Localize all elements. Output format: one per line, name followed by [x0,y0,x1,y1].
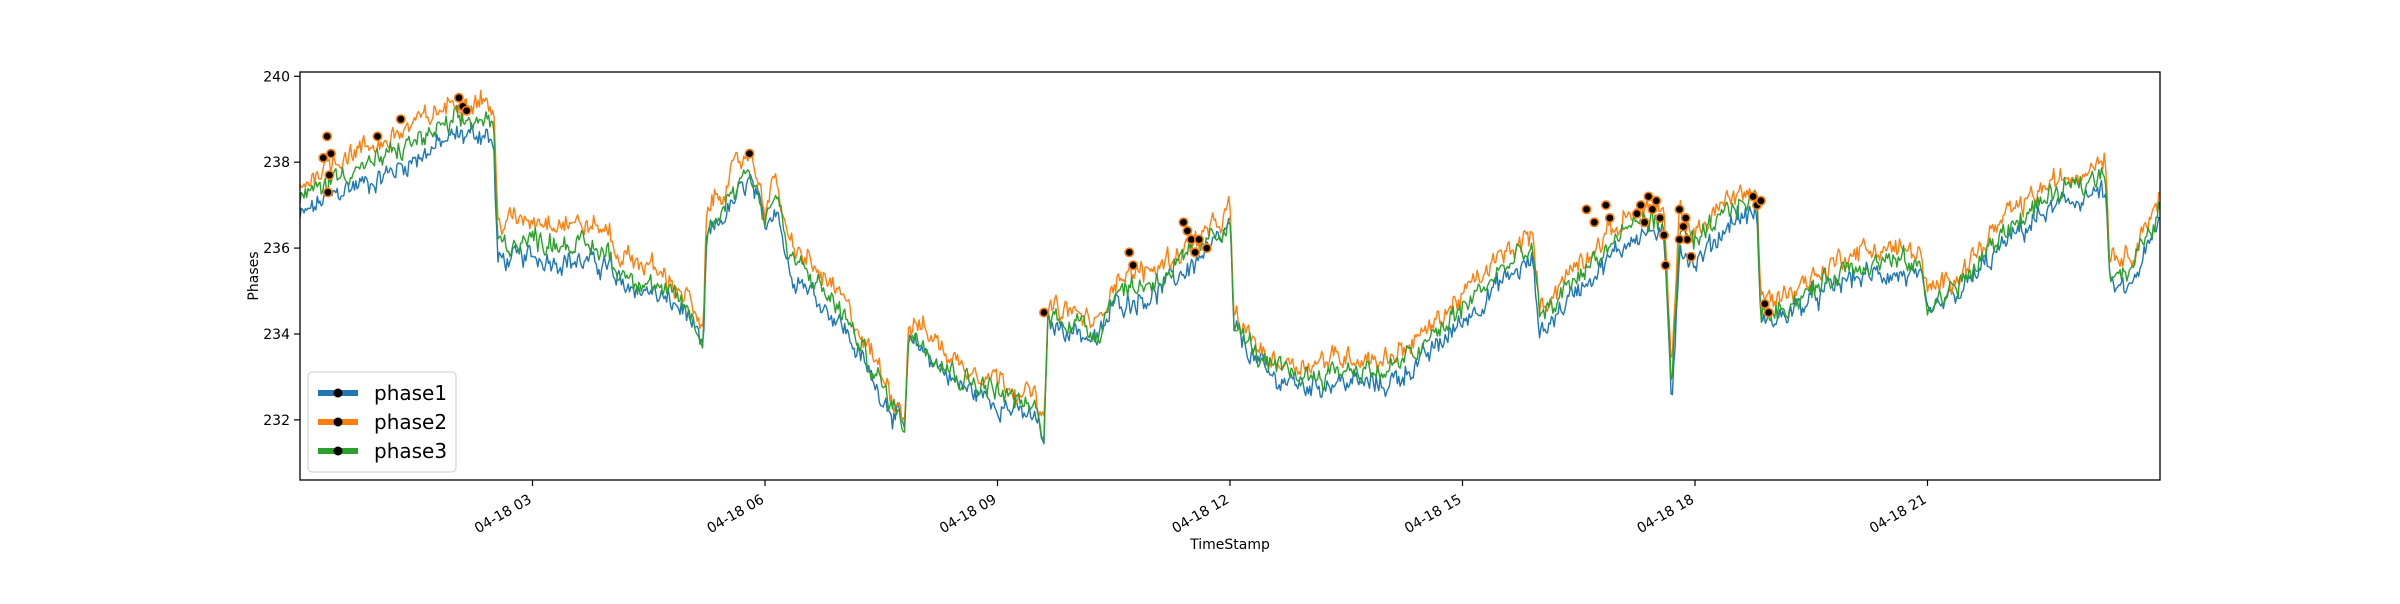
anomaly-marker [1190,247,1201,258]
y-tick-label: 238 [263,155,290,171]
anomaly-marker [1755,195,1766,206]
anomaly-marker [1651,195,1662,206]
anomaly-marker [1660,260,1671,271]
x-axis: 04-18 03 04-18 06 04-18 09 04-18 12 04-18 15… [472,480,1930,537]
x-tick-label: 04-18 06 [704,492,767,537]
marker-layer [318,92,1774,318]
anomaly-marker [1128,260,1139,271]
anomaly-marker [1182,225,1193,236]
series-line-phase2 [299,89,2161,423]
legend-marker-phase3 [333,446,343,456]
anomaly-marker [1631,208,1642,219]
anomaly-marker [318,152,329,163]
legend-label-phase1: phase1 [374,381,447,405]
anomaly-marker [1604,213,1615,224]
anomaly-marker [1748,191,1759,202]
x-tick-label: 04-18 21 [1867,492,1930,537]
y-axis: 232 234 236 238 240 [263,69,300,429]
x-tick-label: 04-18 12 [1169,492,1232,537]
anomaly-marker [1581,204,1592,215]
anomaly-marker [324,170,335,181]
anomaly-marker [1659,230,1670,241]
anomaly-marker [1686,251,1697,262]
x-tick-label: 04-18 18 [1634,492,1697,537]
anomaly-marker [1639,217,1650,228]
anomaly-marker [372,131,383,142]
anomaly-marker [1039,307,1050,318]
anomaly-marker [1201,243,1212,254]
anomaly-marker [1589,217,1600,228]
x-axis-label: TimeStamp [1189,537,1270,553]
legend-entry-phase2: phase2 [318,410,447,434]
anomaly-marker [322,131,333,142]
x-tick-label: 04-18 15 [1402,492,1465,537]
anomaly-marker [1647,204,1658,215]
anomaly-marker [1655,213,1666,224]
anomaly-marker [461,105,472,116]
anomaly-marker [1194,234,1205,245]
y-tick-label: 234 [263,327,290,343]
legend-label-phase3: phase3 [374,439,447,463]
anomaly-marker [322,187,333,198]
legend-marker-phase2 [333,417,343,427]
series-line-phase3 [299,104,2161,441]
anomaly-marker [1178,217,1189,228]
y-axis-label: Phases [246,251,262,300]
y-tick-label: 236 [263,241,290,257]
anomaly-marker [1678,221,1689,232]
legend-marker-phase1 [333,388,343,398]
y-tick-label: 240 [263,69,290,85]
anomaly-marker [744,148,755,159]
legend-label-phase2: phase2 [374,410,447,434]
x-tick-label: 04-18 09 [937,492,1000,537]
y-tick-label: 232 [263,413,290,429]
anomaly-marker [1635,200,1646,211]
anomaly-marker [1643,191,1654,202]
legend: phase1 phase2 phase3 [307,371,457,473]
anomaly-marker [1759,298,1770,309]
anomaly-marker [1124,247,1135,258]
anomaly-marker [1674,234,1685,245]
anomaly-marker [453,92,464,103]
legend-box [307,371,457,473]
anomaly-marker [395,114,406,125]
anomaly-marker [1600,200,1611,211]
series-layer [299,89,2161,445]
legend-entry-phase3: phase3 [318,439,447,463]
anomaly-marker [1763,307,1774,318]
anomaly-marker [1674,204,1685,215]
x-tick-label: 04-18 03 [472,492,535,537]
legend-entry-phase1: phase1 [318,381,447,405]
anomaly-marker [1680,213,1691,224]
anomaly-marker [325,148,336,159]
